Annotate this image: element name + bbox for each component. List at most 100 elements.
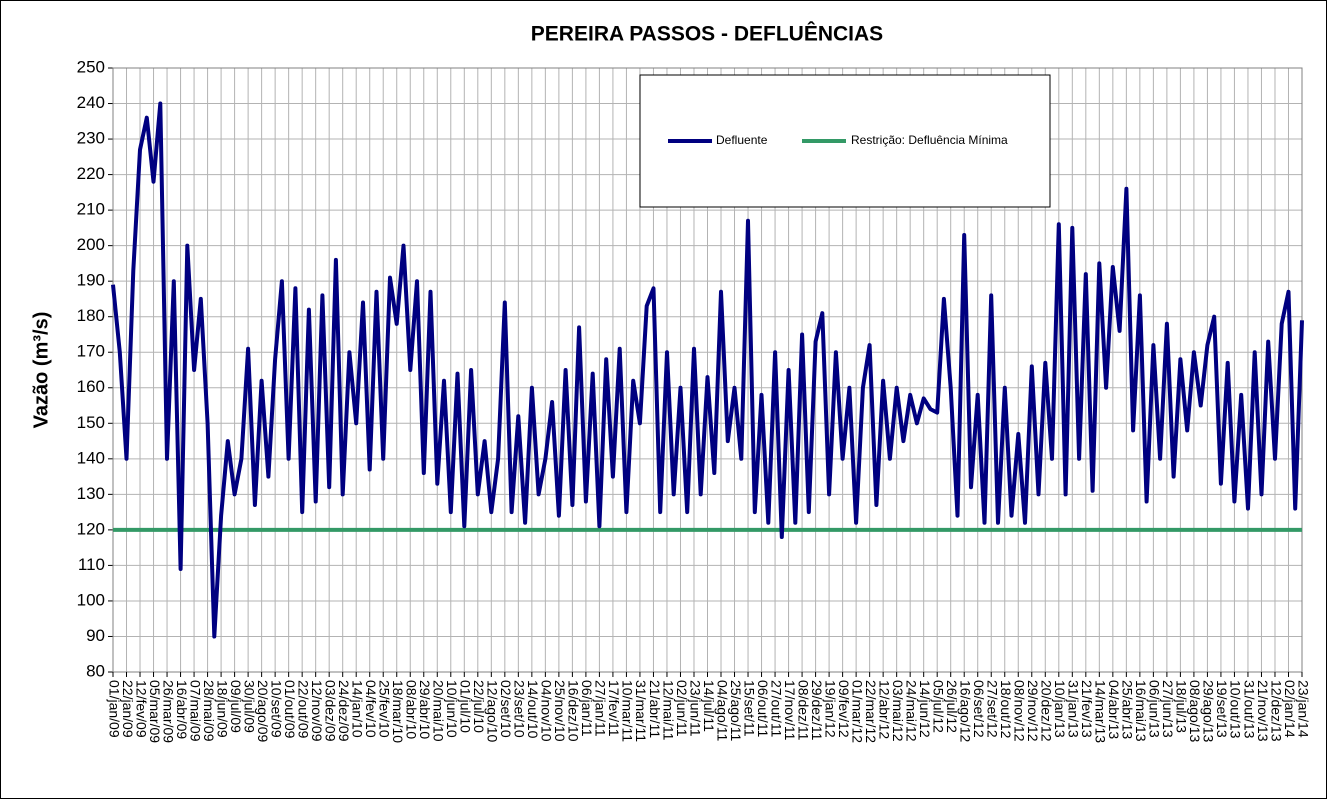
x-tick-label: 10/out/13 — [1228, 680, 1244, 739]
x-tick-label: 01/jul/10 — [458, 680, 474, 733]
x-tick-label: 17/nov/11 — [782, 680, 798, 741]
y-tick-label: 150 — [77, 413, 105, 432]
x-tick-label: 29/nov/12 — [1025, 680, 1041, 742]
x-tick-label: 21/abr/11 — [647, 680, 663, 738]
x-tick-label: 14/jan/10 — [350, 680, 366, 738]
y-tick-label: 220 — [77, 164, 105, 183]
x-tick-label: 25/nov/10 — [552, 680, 568, 742]
x-tick-label: 02/set/10 — [498, 680, 514, 738]
y-tick-label: 210 — [77, 200, 105, 219]
x-tick-label: 06/jun/13 — [1147, 680, 1163, 738]
x-tick-label: 08/abr/10 — [404, 680, 420, 739]
series-line — [111, 101, 1304, 639]
y-tick-label: 110 — [78, 555, 105, 574]
x-tick-label: 01/out/09 — [282, 680, 298, 739]
x-tick-label: 31/jan/13 — [1066, 680, 1082, 738]
x-tick-label: 03/mai/12 — [890, 680, 906, 742]
x-tick-label: 23/jan/14 — [1295, 680, 1311, 738]
x-tick-label: 04/abr/13 — [1106, 680, 1122, 739]
x-tick-label: 08/ago/13 — [1187, 680, 1203, 742]
x-tick-label: 26/jul/12 — [944, 680, 960, 733]
y-tick-label: 250 — [77, 57, 105, 76]
y-tick-label: 90 — [86, 626, 105, 645]
x-tick-label: 27/jan/11 — [593, 680, 609, 737]
x-tick-label: 14/mar/13 — [1093, 680, 1109, 743]
x-tick-label: 10/set/09 — [268, 680, 284, 738]
y-tick-label: 140 — [77, 448, 105, 467]
x-tick-label: 18/jun/09 — [214, 680, 230, 738]
legend: Defluente Restrição: Defluência Mínima — [639, 74, 1051, 208]
y-tick-label: 240 — [77, 93, 105, 112]
x-tick-label: 01/mar/12 — [849, 680, 865, 743]
x-tick-label: 04/nov/10 — [539, 680, 555, 742]
x-tick-label: 04/ago/11 — [714, 680, 730, 741]
x-tick-label: 12/dez/13 — [1268, 680, 1284, 742]
x-tick-label: 21/nov/13 — [1255, 680, 1271, 742]
x-tick-label: 05/jul/12 — [930, 680, 946, 733]
x-tick-label: 16/abr/09 — [174, 680, 190, 739]
x-tick-label: 06/jan/11 — [579, 680, 595, 737]
x-tick-label: 09/fev/12 — [836, 680, 852, 738]
x-tick-label: 12/fev/09 — [133, 680, 149, 738]
x-tick-label: 08/nov/12 — [1012, 680, 1028, 742]
x-tick-label: 10/mar/11 — [620, 680, 636, 742]
x-tick-label: 22/out/09 — [295, 680, 311, 739]
x-tick-label: 30/jul/09 — [241, 680, 257, 733]
x-tick-label: 16/mai/13 — [1133, 680, 1149, 742]
y-tick-label: 180 — [77, 306, 105, 325]
y-tick-label: 100 — [77, 590, 105, 609]
y-tick-label: 230 — [77, 129, 105, 148]
x-tick-label: 18/mar/10 — [390, 680, 406, 743]
x-tick-label: 01/jan/09 — [106, 680, 122, 738]
x-tick-label: 14/out/10 — [525, 680, 541, 739]
x-tick-label: 25/abr/13 — [1120, 680, 1136, 739]
x-tick-label: 23/set/10 — [512, 680, 528, 738]
x-tick-label: 29/ago/13 — [1201, 680, 1217, 742]
x-tick-label: 29/abr/10 — [417, 680, 433, 739]
x-tick-label: 20/dez/12 — [1039, 680, 1055, 742]
x-tick-label: 31/out/13 — [1241, 680, 1257, 739]
x-tick-label: 17/fev/11 — [606, 680, 622, 737]
x-tick-label: 14/jul/11 — [701, 680, 717, 732]
x-tick-label: 18/jul/13 — [1174, 680, 1190, 733]
x-tick-label: 08/dez/11 — [795, 680, 811, 741]
x-tick-label: 29/dez/11 — [809, 680, 825, 741]
x-tick-label: 22/jul/10 — [471, 680, 487, 733]
x-tick-label: 06/set/12 — [971, 680, 987, 738]
x-tick-label: 09/jul/09 — [228, 680, 244, 733]
x-tick-label: 27/jun/13 — [1160, 680, 1176, 738]
x-tick-label: 20/ago/09 — [255, 680, 271, 742]
legend-label: Restrição: Defluência Mínima — [851, 133, 1008, 147]
x-tick-label: 22/jan/09 — [120, 680, 136, 738]
x-tick-label: 02/jun/11 — [674, 680, 690, 737]
x-tick-label: 15/set/11 — [741, 680, 757, 737]
y-tick-label: 120 — [77, 519, 105, 538]
x-tick-label: 22/mar/12 — [863, 680, 879, 743]
x-tick-label: 28/mai/09 — [201, 680, 217, 742]
x-tick-label: 20/mai/10 — [431, 680, 447, 742]
x-tick-label: 25/fev/10 — [377, 680, 393, 738]
x-tick-label: 21/fev/13 — [1079, 680, 1095, 738]
x-tick-label: 12/abr/12 — [876, 680, 892, 739]
legend-label: Defluente — [716, 133, 768, 147]
chart-title: PEREIRA PASSOS - DEFLUÊNCIAS — [531, 22, 883, 46]
x-tick-label: 27/set/12 — [985, 680, 1001, 738]
x-tick-label: 24/dez/09 — [336, 680, 352, 742]
y-tick-label: 160 — [77, 377, 105, 396]
x-tick-label: 04/fev/10 — [363, 680, 379, 738]
x-tick-label: 06/out/11 — [755, 680, 771, 738]
x-tick-label: 12/nov/09 — [309, 680, 325, 742]
x-tick-label: 12/mai/11 — [660, 680, 676, 741]
x-tick-label: 19/set/13 — [1214, 680, 1230, 738]
x-tick-label: 26/mar/09 — [160, 680, 176, 743]
x-tick-label: 10/jun/10 — [444, 680, 460, 738]
y-tick-label: 190 — [77, 271, 105, 290]
x-tick-label: 19/jan/12 — [822, 680, 838, 738]
x-tick-label: 12/ago/10 — [485, 680, 501, 742]
x-tick-label: 23/jun/11 — [687, 680, 703, 737]
x-tick-label: 05/mar/09 — [147, 680, 163, 743]
x-tick-label: 24/mai/12 — [903, 680, 919, 742]
y-tick-label: 170 — [77, 342, 105, 361]
y-axis-label: Vazão (m³/s) — [30, 312, 52, 429]
